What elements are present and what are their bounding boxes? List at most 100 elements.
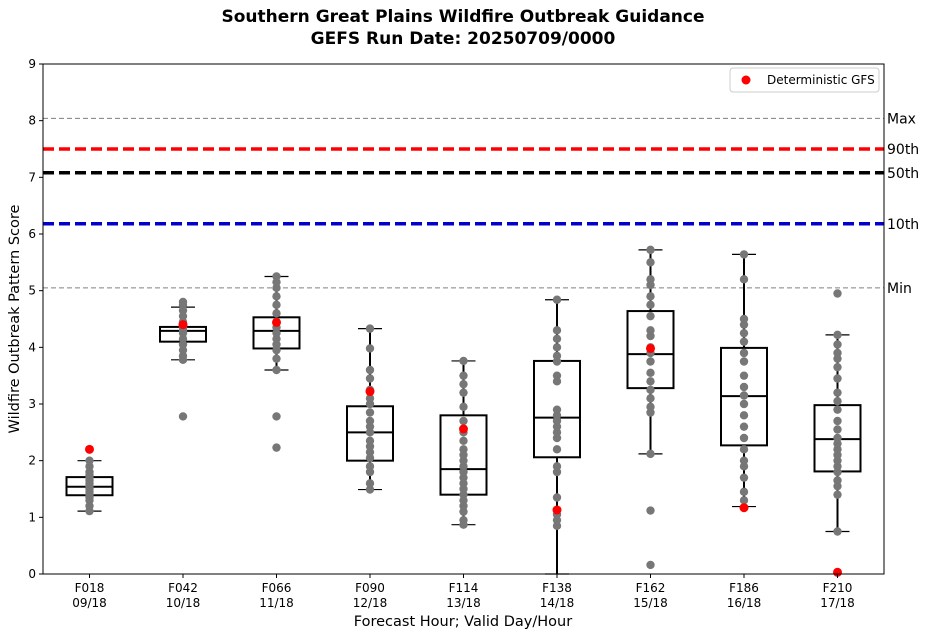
- member-point: [833, 425, 842, 434]
- member-point: [739, 371, 749, 380]
- legend-box: [729, 67, 880, 93]
- member-point: [739, 399, 749, 409]
- x-tick-label-hour: F066: [262, 581, 292, 595]
- member-point: [365, 344, 375, 353]
- member-point: [365, 485, 375, 494]
- member-point: [833, 405, 842, 414]
- deterministic-point: [365, 387, 375, 397]
- x-tick-label-valid: 17/18: [820, 596, 855, 610]
- member-point: [646, 275, 655, 284]
- member-point: [552, 493, 562, 502]
- member-point: [739, 487, 749, 497]
- member-point: [646, 402, 655, 412]
- x-tick-label-valid: 13/18: [446, 596, 481, 610]
- member-point: [459, 515, 468, 525]
- member-point: [646, 368, 655, 378]
- y-tick-label: 1: [28, 510, 36, 524]
- member-point: [646, 394, 655, 403]
- member-point: [739, 496, 749, 505]
- member-point: [459, 445, 468, 454]
- member-point: [739, 314, 749, 324]
- x-axis-label: Forecast Hour; Valid Day/Hour: [354, 614, 572, 630]
- x-tick-label-hour: F162: [636, 581, 666, 595]
- member-point: [646, 292, 655, 301]
- member-point: [272, 300, 281, 310]
- member-point: [85, 456, 94, 465]
- member-point: [739, 337, 749, 346]
- member-point: [459, 371, 468, 380]
- member-point: [178, 412, 188, 421]
- member-point: [646, 357, 655, 366]
- member-point: [365, 416, 375, 426]
- member-point: [646, 449, 655, 459]
- member-point: [552, 351, 562, 361]
- member-point: [552, 334, 562, 344]
- member-point: [272, 443, 281, 452]
- member-point: [552, 371, 562, 380]
- legend: Deterministic GFS: [729, 67, 880, 93]
- member-point: [833, 330, 842, 340]
- deterministic-point: [459, 424, 468, 434]
- deterministic-point: [178, 320, 188, 330]
- legend-label: Deterministic GFS: [767, 73, 875, 87]
- x-tick-label-hour: F114: [449, 581, 479, 595]
- member-point: [365, 394, 375, 403]
- x-tick-label-valid: 12/18: [353, 596, 388, 610]
- member-point: [365, 462, 375, 471]
- member-point: [833, 490, 842, 499]
- deterministic-point: [833, 567, 842, 577]
- member-point: [739, 382, 749, 392]
- member-point: [552, 405, 562, 414]
- member-point: [739, 456, 749, 465]
- member-point: [833, 362, 842, 372]
- reference-label-max: Max: [887, 111, 916, 127]
- member-point: [365, 436, 375, 446]
- member-point: [646, 258, 655, 267]
- member-point: [552, 326, 562, 335]
- y-tick-label: 0: [28, 567, 36, 581]
- y-tick-label: 9: [28, 57, 36, 71]
- chart-title: Southern Great Plains Wildfire Outbreak …: [222, 7, 705, 27]
- member-point: [739, 328, 749, 338]
- member-point: [739, 445, 749, 454]
- member-point: [739, 275, 749, 284]
- deterministic-point: [739, 503, 749, 513]
- y-tick-label: 7: [28, 170, 36, 184]
- member-point: [365, 365, 375, 375]
- member-point: [459, 436, 468, 446]
- member-point: [272, 412, 281, 421]
- member-point: [552, 343, 562, 352]
- member-point: [833, 340, 842, 349]
- y-tick-label: 3: [28, 397, 36, 411]
- y-tick-label: 6: [28, 227, 36, 241]
- x-tick-label-hour: F138: [542, 581, 572, 595]
- reference-label-10th: 10th: [887, 217, 919, 233]
- member-point: [833, 416, 842, 426]
- member-point: [833, 348, 842, 358]
- y-axis-label: Wildfire Outbreak Pattern Score: [7, 204, 23, 433]
- member-point: [365, 408, 375, 417]
- chart-subtitle: GEFS Run Date: 20250709/0000: [311, 29, 616, 49]
- x-tick-label-hour: F090: [355, 581, 385, 595]
- member-point: [833, 374, 842, 383]
- y-tick-label: 5: [28, 284, 36, 298]
- x-tick-label-hour: F210: [823, 581, 853, 595]
- member-point: [552, 295, 562, 304]
- member-point: [365, 374, 375, 383]
- deterministic-point: [272, 317, 281, 327]
- member-point: [833, 527, 842, 536]
- member-point: [646, 560, 655, 570]
- deterministic-point: [552, 505, 562, 515]
- x-tick-label-valid: 16/18: [727, 596, 762, 610]
- member-point: [833, 388, 842, 397]
- reference-lines: Max 90th 50th 10th Min: [43, 111, 919, 297]
- x-tick-label-hour: F018: [75, 581, 105, 595]
- member-point: [739, 357, 749, 366]
- member-point: [739, 250, 749, 259]
- member-point: [739, 391, 749, 400]
- member-point: [646, 300, 655, 310]
- member-point: [552, 462, 562, 471]
